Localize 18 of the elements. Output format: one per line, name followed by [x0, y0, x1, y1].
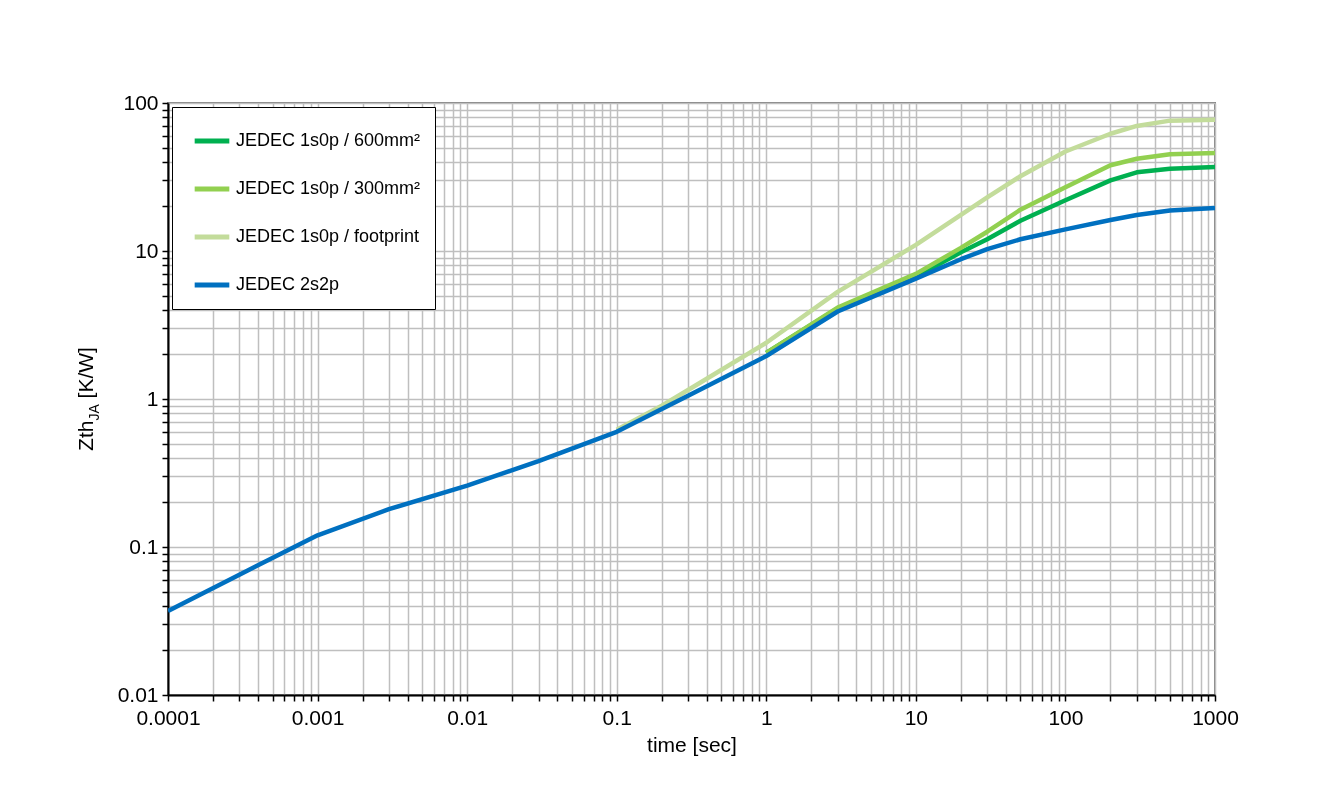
legend-label: JEDEC 1s0p / 300mm² [236, 178, 421, 198]
x-tick-label: 0.0001 [136, 705, 201, 729]
x-tick-label: 0.1 [602, 705, 632, 729]
legend-label: JEDEC 1s0p / 600mm² [236, 130, 421, 150]
y-tick-label: 0.1 [129, 534, 159, 558]
x-tick-label: 0.001 [291, 705, 345, 729]
y-tick-label: 1 [146, 386, 159, 410]
x-tick-label: 0.01 [447, 705, 489, 729]
x-axis-title: time [sec] [647, 732, 737, 756]
x-tick-label: 1 [760, 705, 773, 729]
y-tick-label: 0.01 [117, 682, 159, 706]
y-tick-label: 100 [123, 90, 159, 114]
y-tick-label: 10 [135, 238, 159, 262]
legend-label: JEDEC 2s2p [236, 274, 340, 294]
x-tick-label: 1000 [1192, 705, 1239, 729]
legend-label: JEDEC 1s0p / footprint [236, 226, 420, 246]
x-tick-label: 100 [1048, 705, 1084, 729]
x-tick-label: 10 [904, 705, 929, 729]
